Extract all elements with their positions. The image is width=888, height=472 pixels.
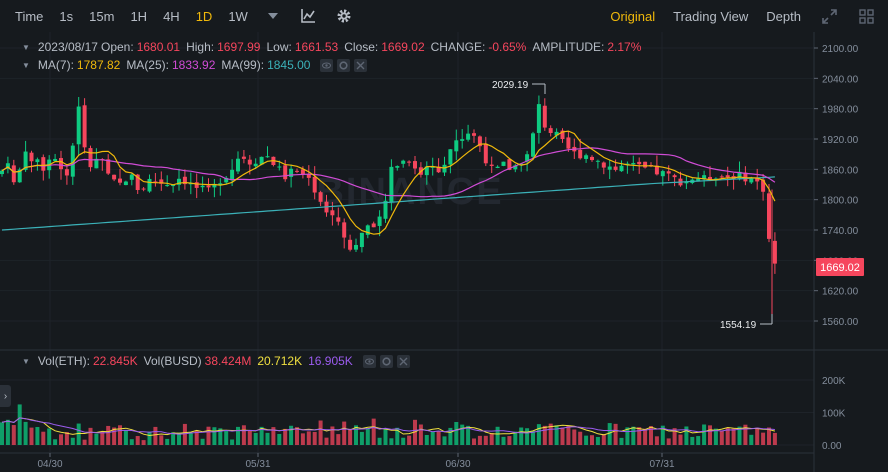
view-depth[interactable]: Depth (766, 8, 801, 24)
current-price-tag: 1669.02 (816, 258, 864, 276)
volume-ma1-line (1, 417, 776, 437)
vol-eth-value: 22.845K (92, 354, 138, 368)
ma7-label: MA(7): (37, 58, 74, 72)
date-tick-label: 06/30 (445, 459, 470, 470)
view-original[interactable]: Original (610, 8, 656, 24)
interval-15m[interactable]: 15m (89, 8, 115, 24)
close-value: 1669.02 (381, 40, 425, 54)
volume-tick-label: 0.00 (822, 441, 842, 452)
view-trading-view[interactable]: Trading View (673, 8, 749, 24)
price-tick-label: 1560.00 (822, 317, 859, 328)
high-value: 1697.99 (217, 40, 261, 54)
grid-icon[interactable] (849, 8, 888, 24)
price-tick-label: 1920.00 (822, 135, 859, 146)
interval-1w[interactable]: 1W (228, 8, 248, 24)
ohlc-date: 2023/08/17 (37, 40, 98, 54)
date-axis: 04/30 05/31 06/30 07/31 (37, 453, 675, 470)
vol-ma2-value: 16.905K (308, 354, 353, 368)
ma7-value: 1787.82 (76, 58, 121, 72)
volume-ma2-line (1, 417, 775, 435)
vol-ma1-value: 20.712K (257, 354, 303, 368)
settings-icon[interactable] (326, 8, 362, 24)
low-annotation: 1554.19 (720, 314, 773, 331)
low-label: Low: (266, 40, 292, 54)
interval-1d[interactable]: 1D (195, 8, 213, 24)
ma-info: ▼ MA(7): 1787.82 MA(25): 1833.92 MA(99):… (0, 58, 368, 72)
close-icon[interactable] (396, 354, 410, 368)
ma99-value: 1845.00 (267, 58, 311, 72)
volume-axis: 200K 100K 0.00 (822, 376, 846, 452)
settings-small-icon[interactable] (379, 354, 393, 368)
eye-icon[interactable] (320, 58, 334, 72)
chart-toolbar: Time 1s 15m 1H 4H 1D 1W Original Trading… (0, 0, 888, 32)
change-label: CHANGE: (430, 40, 486, 54)
date-tick-label: 04/30 (37, 459, 62, 470)
price-axis: 2100.00 2040.00 1980.00 1920.00 1860.00 1800.… (814, 44, 859, 328)
interval-time[interactable]: Time (15, 8, 44, 24)
price-tick-label: 1800.00 (822, 196, 859, 207)
price-tick-label: 1980.00 (822, 105, 859, 116)
ma99-label: MA(99): (221, 58, 265, 72)
chevron-down-icon[interactable]: ▼ (22, 42, 30, 52)
ma99-line (1, 176, 775, 231)
price-tick-label: 1860.00 (822, 165, 859, 176)
ma25-line (1, 147, 776, 198)
interval-4h[interactable]: 4H (163, 8, 180, 24)
watermark-text: BINANCE (316, 171, 503, 213)
svg-text:2029.19: 2029.19 (492, 80, 529, 91)
high-label: High: (186, 40, 215, 54)
svg-text:1669.02: 1669.02 (820, 262, 860, 274)
price-tick-label: 1620.00 (822, 287, 859, 298)
svg-text:1554.19: 1554.19 (720, 320, 757, 331)
date-tick-label: 07/31 (649, 459, 674, 470)
date-tick-label: 05/31 (245, 459, 270, 470)
chevron-down-icon[interactable] (256, 13, 290, 19)
amplitude-label: AMPLITUDE: (532, 40, 605, 54)
ohlc-info: ▼ 2023/08/17 Open: 1680.01 High: 1697.99… (0, 40, 647, 54)
eye-icon[interactable] (362, 354, 376, 368)
indicator-icon[interactable] (290, 8, 326, 24)
price-tick-label: 2100.00 (822, 44, 859, 55)
ma25-label: MA(25): (126, 58, 169, 72)
low-value: 1661.53 (294, 40, 339, 54)
vol-busd-label: Vol(BUSD) (143, 354, 202, 368)
volume-tick-label: 200K (822, 376, 846, 387)
candlestick-chart[interactable]: BINANCE 2100.00 2040.00 1980.00 1920.00 1860… (0, 32, 888, 472)
expand-icon[interactable] (810, 8, 849, 24)
chevron-down-icon[interactable]: ▼ (22, 356, 30, 366)
settings-small-icon[interactable] (337, 58, 351, 72)
high-annotation: 2029.19 (492, 80, 546, 94)
change-value: -0.65% (488, 40, 527, 54)
open-value: 1680.01 (136, 40, 181, 54)
chevron-right-icon[interactable]: › (0, 385, 11, 407)
ma25-value: 1833.92 (172, 58, 216, 72)
volume-bars (0, 404, 777, 445)
price-tick-label: 2040.00 (822, 74, 859, 85)
amplitude-value: 2.17% (607, 40, 642, 54)
open-label: Open: (100, 40, 134, 54)
price-tick-label: 1740.00 (822, 226, 859, 237)
volume-tick-label: 100K (822, 409, 846, 420)
volume-info: ▼ Vol(ETH): 22.845K Vol(BUSD) 38.424M 20… (0, 354, 410, 368)
close-label: Close: (344, 40, 379, 54)
ma7-line (1, 130, 776, 235)
interval-1h[interactable]: 1H (130, 8, 148, 24)
vol-busd-value: 38.424M (204, 354, 252, 368)
vol-eth-label: Vol(ETH): (37, 354, 90, 368)
interval-1s[interactable]: 1s (59, 8, 74, 24)
chevron-down-icon[interactable]: ▼ (22, 60, 30, 70)
close-icon[interactable] (354, 58, 368, 72)
